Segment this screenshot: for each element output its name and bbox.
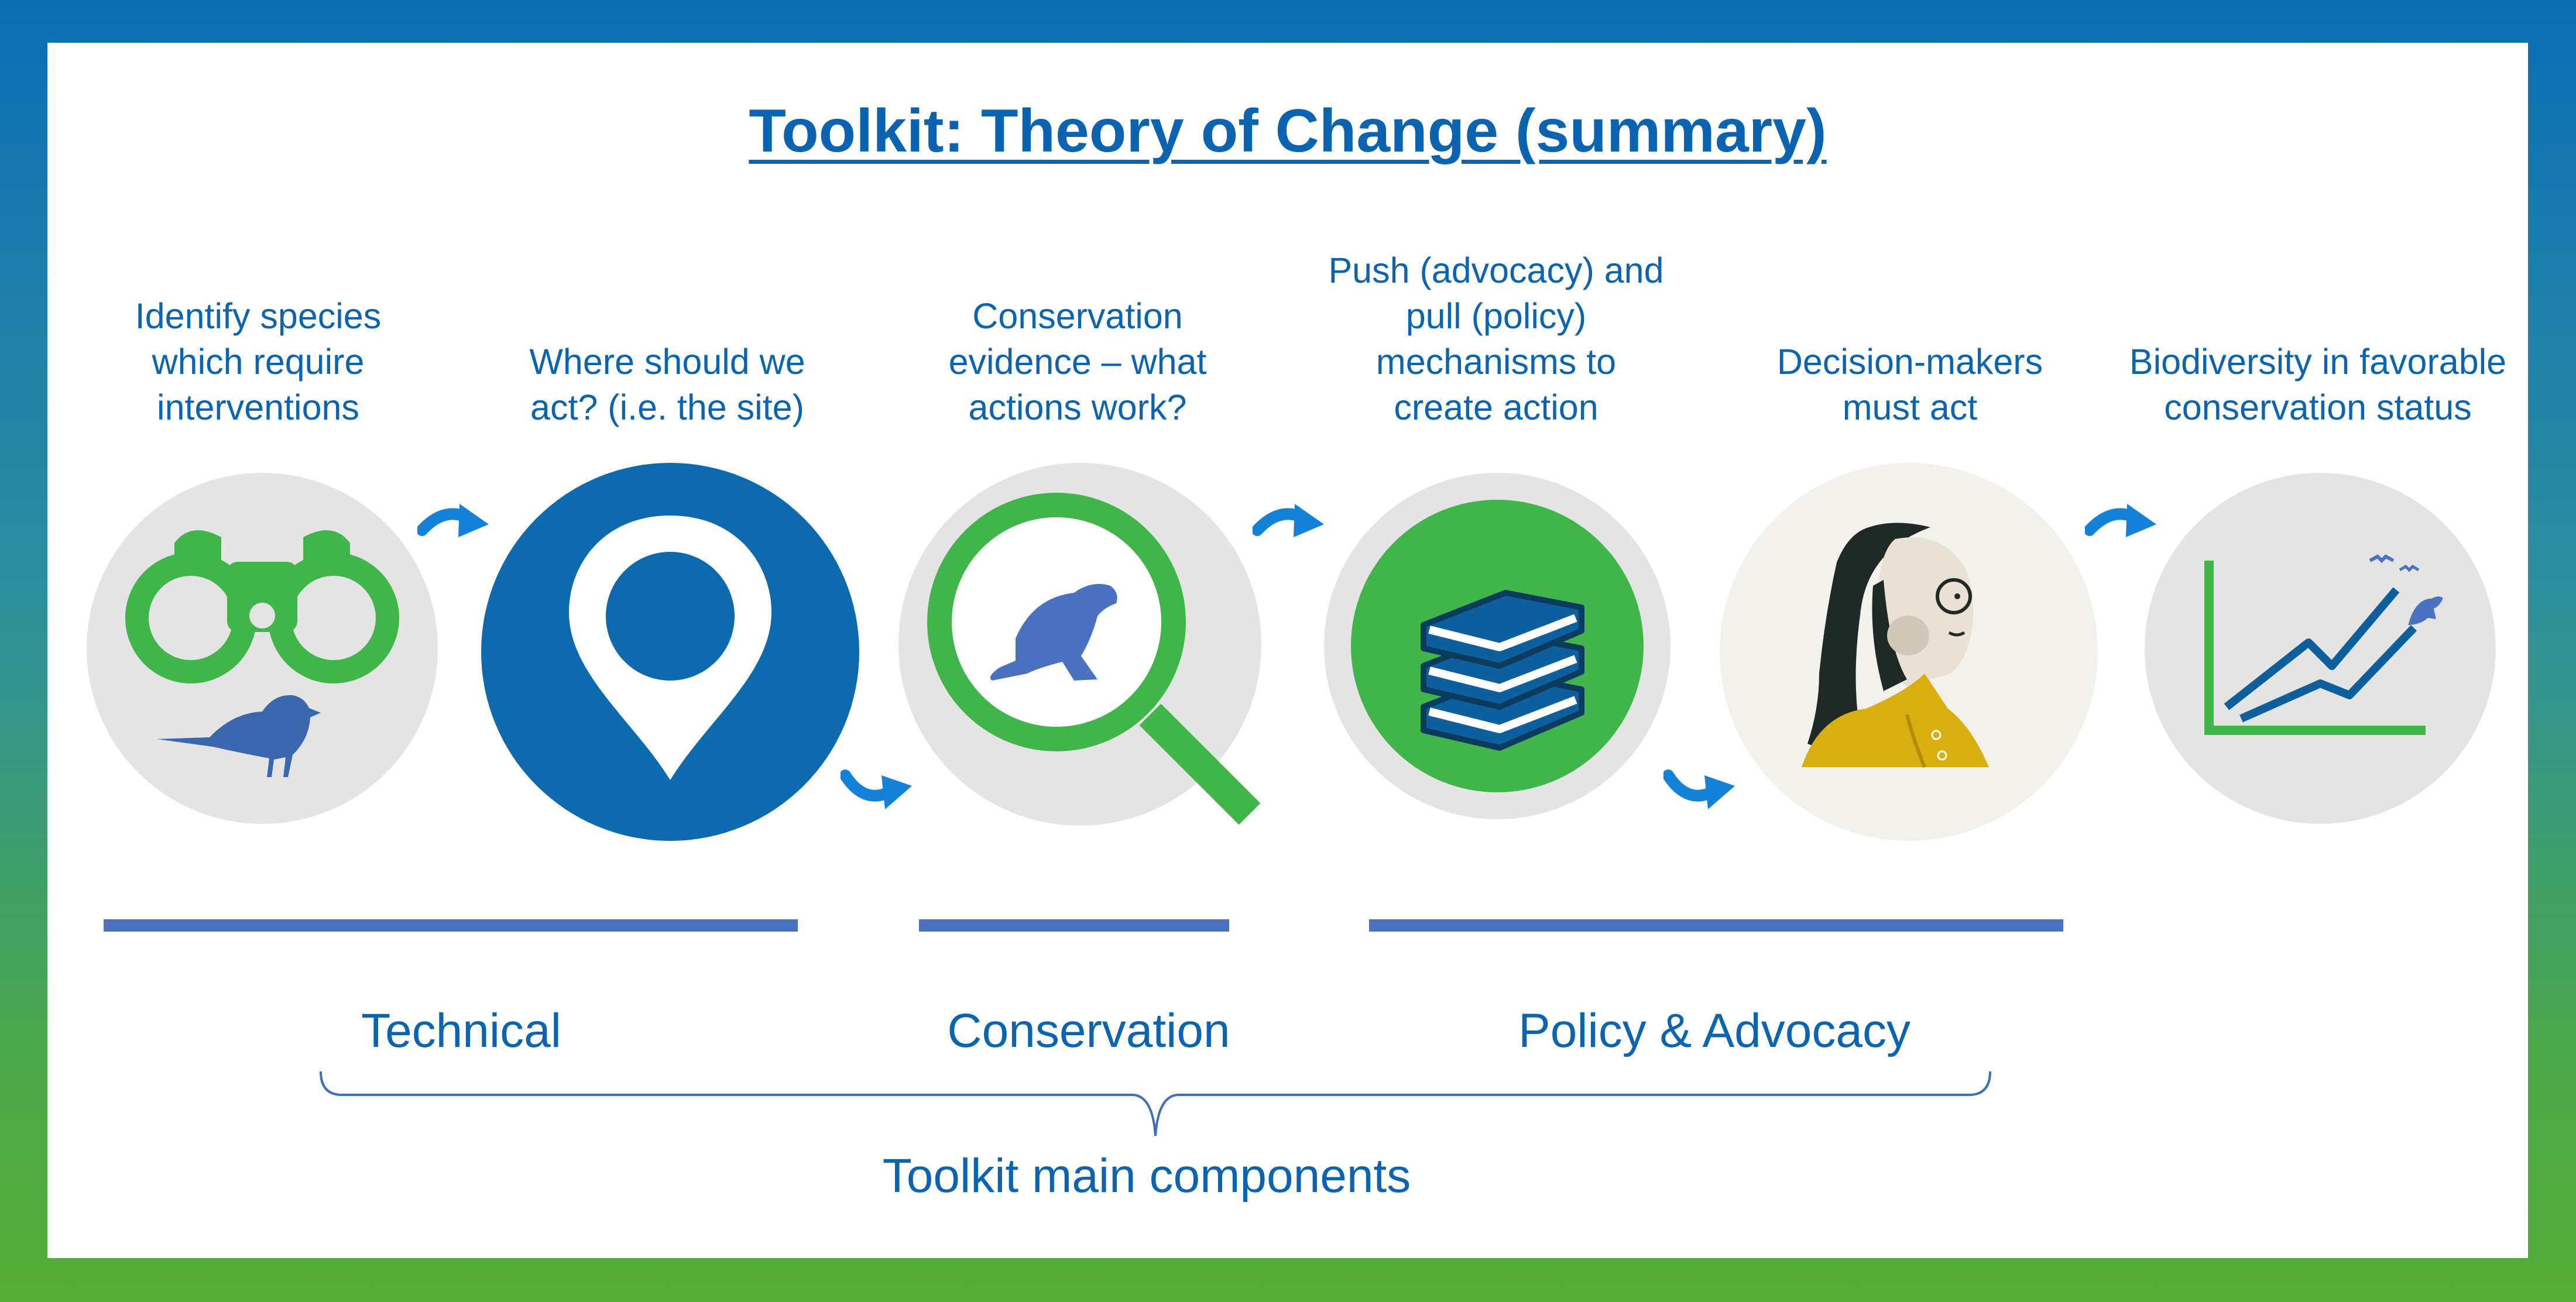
step-5-line-2: must act: [1842, 387, 1978, 427]
step-4-line-4: create action: [1394, 387, 1599, 427]
curved-arrow-icon: [1663, 764, 1737, 813]
step-5-line-1: Decision-makers: [1776, 342, 2043, 382]
step-4-line-1: Push (advocacy) and: [1328, 250, 1664, 290]
step-3-line-1: Conservation: [972, 296, 1183, 336]
step-2-line-1: Where should we: [529, 342, 805, 382]
curved-arrow-icon: [2085, 501, 2158, 551]
step-1-line-3: interventions: [157, 387, 359, 427]
step-3-line-3: actions work?: [968, 387, 1187, 427]
step-6-line-1: Biodiversity in favorable: [2129, 342, 2507, 382]
step-2-label: Where should we act? (i.e. the site): [529, 339, 805, 430]
components-label: Toolkit main components: [882, 1149, 1411, 1203]
step-1-line-2: which require: [152, 342, 365, 382]
trend-chart-icon: [2145, 473, 2496, 824]
curved-arrow-icon: [841, 764, 914, 813]
step-6-line-2: conservation status: [2164, 387, 2472, 427]
step-4-line-2: pull (policy): [1405, 296, 1587, 336]
step-1-line-1: Identify species: [135, 296, 382, 336]
step-4-label: Push (advocacy) and pull (policy) mechan…: [1328, 248, 1663, 430]
step-4-line-3: mechanisms to: [1376, 342, 1617, 382]
components-brace: [318, 1066, 1992, 1142]
policy-bar: [1369, 919, 2063, 932]
step-6-label: Biodiversity in favorable conservation s…: [2129, 339, 2506, 430]
magnifier-seal-icon: [898, 463, 1261, 826]
step-1-label: Identify species which require intervent…: [135, 293, 381, 430]
group-label-technical: Technical: [361, 1004, 561, 1057]
binoculars-bird-icon: [87, 473, 438, 824]
curved-arrow-icon: [417, 501, 490, 551]
curved-arrow-icon: [1253, 501, 1326, 551]
books-icon: [1324, 473, 1671, 819]
group-label-conservation: Conservation: [947, 1004, 1230, 1057]
technical-bar: [104, 919, 798, 932]
person-icon: [1720, 463, 2098, 841]
step-3-line-2: evidence – what: [948, 342, 1207, 382]
group-label-policy: Policy & Advocacy: [1518, 1004, 1910, 1057]
conservation-bar: [919, 919, 1229, 932]
step-2-line-2: act? (i.e. the site): [530, 387, 804, 427]
map-pin-icon: [481, 463, 859, 841]
step-5-label: Decision-makers must act: [1777, 339, 2043, 430]
step-3-label: Conservation evidence – what actions wor…: [949, 293, 1207, 430]
page-title: Toolkit: Theory of Change (summary): [749, 97, 1827, 165]
diagram-panel: Toolkit: Theory of Change (summary) Iden…: [47, 43, 2528, 1258]
